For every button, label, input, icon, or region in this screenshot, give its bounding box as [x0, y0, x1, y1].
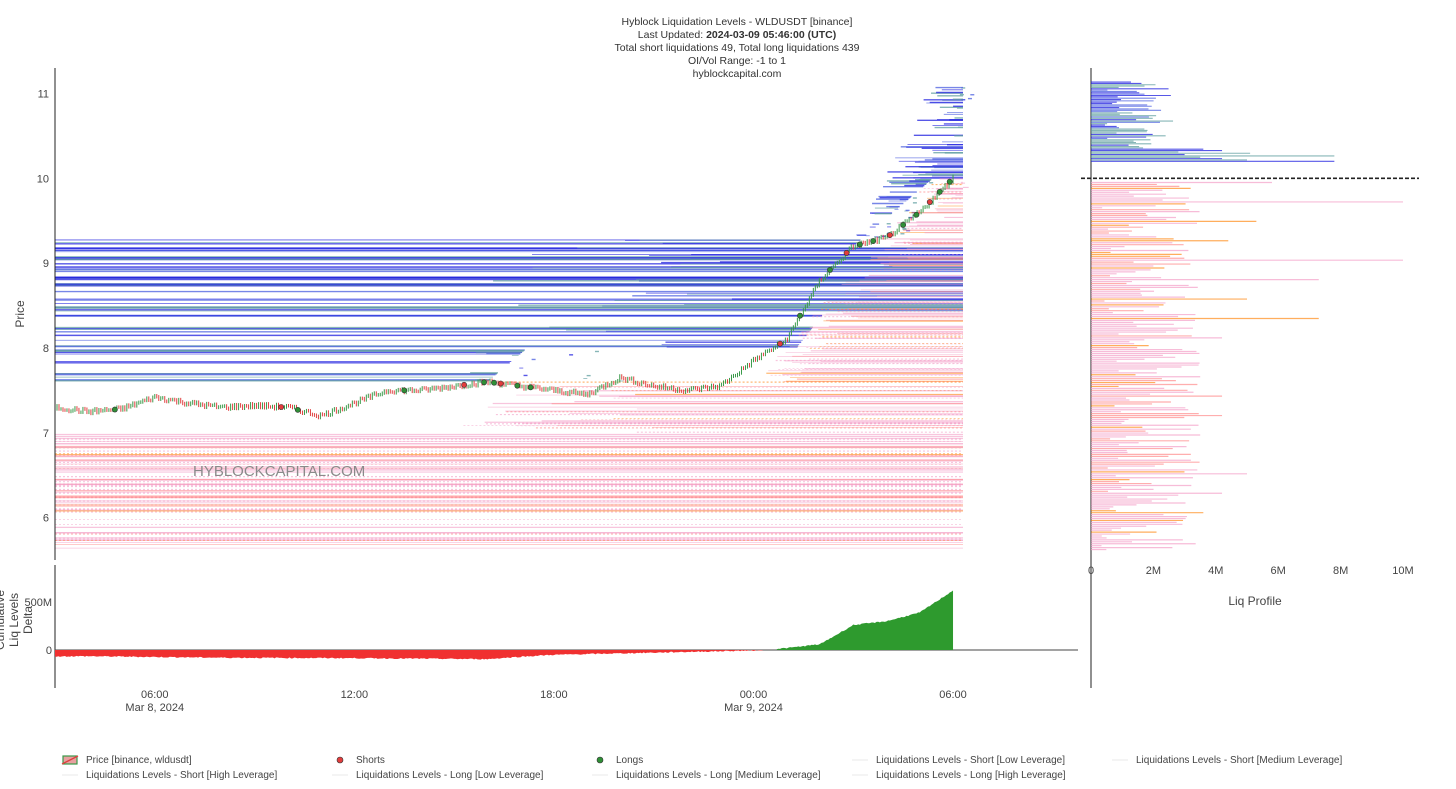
long-liquidation-marker — [491, 379, 497, 386]
legend-item[interactable]: Liquidations Levels - Long [Low Leverage… — [330, 769, 543, 781]
green-dot-icon — [590, 754, 610, 766]
y-axis-title: Price — [13, 300, 27, 328]
legend-item[interactable]: Liquidations Levels - Short [Medium Leve… — [1110, 754, 1342, 766]
long-liquidation-marker — [527, 384, 534, 391]
x-tick-label: 18:00 — [540, 689, 568, 701]
long-liquidation-marker — [827, 266, 833, 273]
x-tick-label: 06:00 — [939, 689, 967, 701]
legend-item[interactable]: Shorts — [330, 754, 385, 766]
line-icon — [850, 754, 870, 766]
y-tick-label: 6 — [43, 513, 49, 525]
short-liquidation-marker — [843, 250, 850, 256]
legend-item[interactable]: Price [binance, wldusdt] — [60, 754, 192, 766]
profile-x-tick-label: 6M — [1271, 565, 1286, 577]
delta-y-axis-title-line: Cumulative — [0, 590, 7, 650]
delta-negative-area — [55, 650, 777, 660]
delta-y-tick-label: 500M — [24, 597, 52, 609]
short-liquidation-marker — [278, 404, 285, 410]
profile-x-tick-label: 4M — [1208, 565, 1223, 577]
x-tick-sublabel: Mar 8, 2024 — [125, 702, 184, 714]
long-liquidation-marker — [900, 222, 907, 228]
y-tick-label: 10 — [37, 173, 49, 185]
delta-area-layer: 0 500M Cumulative Liq Levels Delta — [0, 565, 1078, 688]
legend-item[interactable]: Liquidations Levels - Short [High Levera… — [60, 769, 277, 781]
liquidation-levels-layer — [55, 86, 975, 549]
profile-x-tick-label: 0 — [1088, 565, 1094, 577]
long-liquidation-marker — [870, 238, 877, 244]
profile-x-tick-label: 2M — [1146, 565, 1161, 577]
price-series-layer — [54, 174, 954, 420]
line-icon — [590, 769, 610, 781]
legend-label: Liquidations Levels - Long [Medium Lever… — [616, 769, 821, 781]
long-liquidation-marker — [856, 241, 863, 248]
liquidation-totals: Total short liquidations 49, Total long … — [614, 42, 860, 54]
last-updated-value: 2024-03-09 05:46:00 (UTC) — [706, 29, 837, 41]
red-dot-icon — [330, 754, 350, 766]
liq-profile-layer: 0 2M 4M 6M 8M 10M Liq Profile — [1081, 68, 1419, 688]
watermark: HYBLOCKCAPITAL.COM — [193, 463, 365, 480]
x-tick-label: 00:00 — [740, 689, 768, 701]
long-liquidation-marker — [401, 387, 408, 394]
line-icon — [850, 769, 870, 781]
legend-item[interactable]: Liquidations Levels - Long [High Leverag… — [850, 769, 1066, 781]
legend-label: Price [binance, wldusdt] — [86, 754, 192, 766]
last-updated: Last Updated: 2024-03-09 05:46:00 (UTC) — [437, 29, 1037, 42]
long-liquidation-marker — [797, 312, 803, 319]
legend-label: Shorts — [356, 754, 385, 766]
oi-vol-range: OI/Vol Range: -1 to 1 — [687, 55, 787, 67]
legend-label: Liquidations Levels - Short [Medium Leve… — [1136, 754, 1343, 766]
last-updated-label: Last Updated: — [637, 29, 707, 41]
long-liquidation-marker — [294, 406, 301, 413]
short-liquidation-marker — [926, 199, 933, 205]
delta-positive-area — [776, 590, 954, 650]
y-tick-label: 8 — [43, 343, 49, 355]
short-liquidation-marker — [777, 340, 783, 347]
delta-y-axis-title-line: Liq Levels — [7, 593, 21, 647]
y-tick-label: 11 — [38, 88, 49, 100]
short-liquidation-marker — [461, 381, 467, 388]
chart-title-block: Hyblock Liquidation Levels - WLDUSDT [bi… — [437, 16, 1037, 81]
line-icon — [1110, 754, 1130, 766]
legend-item[interactable]: Longs — [590, 754, 643, 766]
long-liquidation-marker — [481, 379, 487, 386]
delta-y-axis-title-line: Delta — [21, 606, 35, 634]
delta-y-tick-label: 0 — [46, 645, 52, 657]
line-icon — [330, 769, 350, 781]
line-icon — [60, 769, 80, 781]
legend-label: Liquidations Levels - Short [High Levera… — [86, 769, 278, 781]
legend-label: Longs — [616, 754, 644, 766]
y-tick-label: 7 — [43, 428, 49, 440]
legend-label: Liquidations Levels - Long [Low Leverage… — [356, 769, 544, 781]
long-liquidation-marker — [111, 406, 118, 413]
source-site: hyblockcapital.com — [692, 68, 782, 80]
chart-title: Hyblock Liquidation Levels - WLDUSDT [bi… — [621, 16, 853, 28]
x-tick-label: 12:00 — [341, 689, 369, 701]
legend-item[interactable]: Liquidations Levels - Long [Medium Lever… — [590, 769, 821, 781]
y-tick-label: 9 — [43, 258, 49, 270]
profile-x-tick-label: 8M — [1333, 565, 1348, 577]
x-tick-label: 06:00 — [141, 689, 169, 701]
short-liquidation-marker — [497, 380, 504, 387]
x-tick-sublabel: Mar 9, 2024 — [724, 702, 783, 714]
long-liquidation-marker — [936, 188, 943, 195]
short-liquidation-marker — [886, 232, 893, 239]
long-liquidation-marker — [913, 211, 920, 218]
legend-item[interactable]: Liquidations Levels - Short [Low Leverag… — [850, 754, 1065, 766]
legend-label: Liquidations Levels - Short [Low Leverag… — [876, 754, 1066, 766]
legend-label: Liquidations Levels - Long [High Leverag… — [876, 769, 1066, 781]
profile-x-axis-title: Liq Profile — [1228, 594, 1282, 608]
long-liquidation-marker — [514, 382, 521, 389]
candle-icon — [60, 754, 80, 766]
long-liquidation-marker — [946, 178, 953, 185]
profile-x-tick-label: 10M — [1392, 565, 1413, 577]
